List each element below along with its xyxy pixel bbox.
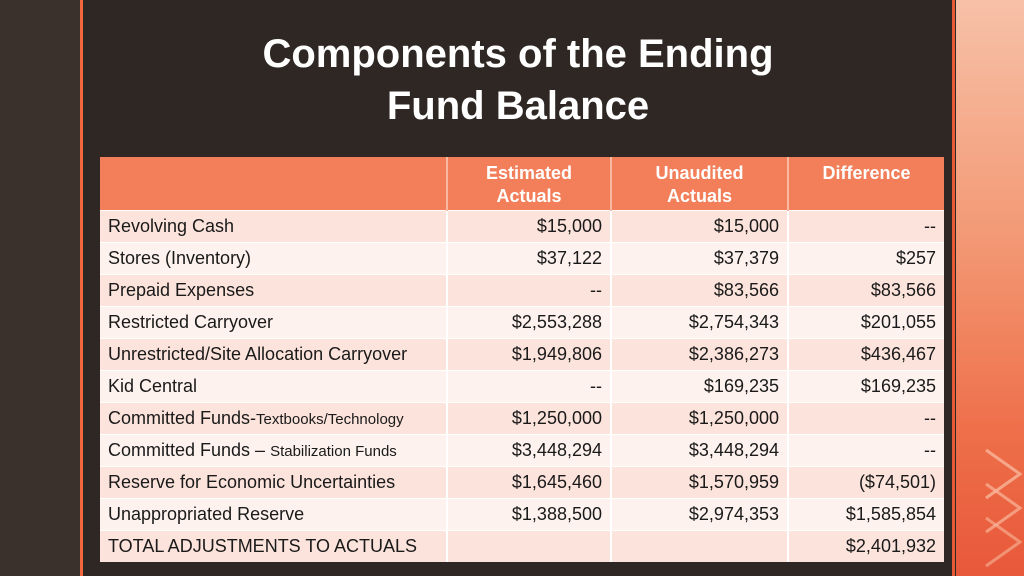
table-row: Committed Funds-Textbooks/Technology $1,2… — [100, 402, 944, 435]
cell-difference: -- — [788, 434, 944, 467]
cell-difference: $2,401,932 — [788, 530, 944, 562]
table-row: Committed Funds – Stabilization Funds $3,… — [100, 434, 944, 467]
cell-unaudited: $2,386,273 — [611, 338, 789, 371]
cell-estimated: -- — [447, 274, 612, 307]
cell-difference: $257 — [788, 242, 944, 275]
row-label-sub: Stabilization Funds — [270, 443, 397, 460]
cell-estimated: $1,388,500 — [447, 498, 612, 531]
cell-estimated: $15,000 — [447, 210, 612, 243]
cell-difference: $1,585,854 — [788, 498, 944, 531]
cell-difference: $201,055 — [788, 306, 944, 339]
cell-estimated: $1,949,806 — [447, 338, 612, 371]
table-row: Kid Central -- $169,235 $169,235 — [100, 370, 944, 403]
fund-balance-table: Estimated Actuals Unaudited Actuals Diff… — [100, 157, 944, 562]
row-label: Committed Funds-Textbooks/Technology — [100, 402, 448, 435]
cell-estimated: $37,122 — [447, 242, 612, 275]
cell-unaudited: $15,000 — [611, 210, 789, 243]
row-label-sub: Textbooks/Technology — [256, 411, 404, 428]
cell-estimated — [447, 530, 612, 562]
cell-unaudited: $1,570,959 — [611, 466, 789, 499]
chevron-decor-icon — [985, 448, 1023, 568]
cell-estimated: -- — [447, 370, 612, 403]
right-accent-line — [952, 0, 955, 576]
table-row: Prepaid Expenses -- $83,566 $83,566 — [100, 274, 944, 307]
left-decor-band — [0, 0, 80, 576]
slide-title-line2: Fund Balance — [386, 84, 650, 128]
table-row: Revolving Cash $15,000 $15,000 -- — [100, 210, 944, 243]
cell-estimated: $1,645,460 — [447, 466, 612, 499]
cell-difference: -- — [788, 402, 944, 435]
cell-unaudited: $2,974,353 — [611, 498, 789, 531]
cell-difference: $436,467 — [788, 338, 944, 371]
header-estimated-actuals: Estimated Actuals — [447, 157, 612, 211]
row-label: Stores (Inventory) — [100, 242, 448, 275]
table-row: Unrestricted/Site Allocation Carryover $1… — [100, 338, 944, 371]
row-label-main: Committed Funds – — [108, 440, 271, 460]
row-label: Prepaid Expenses — [100, 274, 448, 307]
cell-unaudited — [611, 530, 789, 562]
table-row: Unappropriated Reserve $1,388,500 $2,974,3… — [100, 498, 944, 531]
left-accent-line — [80, 0, 83, 576]
cell-unaudited: $2,754,343 — [611, 306, 789, 339]
cell-estimated: $2,553,288 — [447, 306, 612, 339]
table-row: Reserve for Economic Uncertainties $1,645… — [100, 466, 944, 499]
row-label: TOTAL ADJUSTMENTS TO ACTUALS — [100, 530, 448, 562]
cell-estimated: $3,448,294 — [447, 434, 612, 467]
row-label: Committed Funds – Stabilization Funds — [100, 434, 448, 467]
row-label-main: Committed Funds- — [108, 408, 257, 428]
cell-unaudited: $169,235 — [611, 370, 789, 403]
row-label: Restricted Carryover — [100, 306, 448, 339]
row-label: Revolving Cash — [100, 210, 448, 243]
row-label: Reserve for Economic Uncertainties — [100, 466, 448, 499]
cell-difference: $169,235 — [788, 370, 944, 403]
slide-title-line1: Components of the Ending — [262, 32, 774, 76]
cell-unaudited: $83,566 — [611, 274, 789, 307]
cell-unaudited: $37,379 — [611, 242, 789, 275]
row-label: Kid Central — [100, 370, 448, 403]
row-label: Unrestricted/Site Allocation Carryover — [100, 338, 448, 371]
cell-difference: -- — [788, 210, 944, 243]
header-difference: Difference — [788, 157, 944, 211]
cell-estimated: $1,250,000 — [447, 402, 612, 435]
header-unaudited-actuals: Unaudited Actuals — [611, 157, 789, 211]
cell-unaudited: $3,448,294 — [611, 434, 789, 467]
table-row: Stores (Inventory) $37,122 $37,379 $257 — [100, 242, 944, 275]
table-row: Restricted Carryover $2,553,288 $2,754,343… — [100, 306, 944, 339]
table-row: TOTAL ADJUSTMENTS TO ACTUALS $2,401,932 — [100, 530, 944, 562]
table-header-row: Estimated Actuals Unaudited Actuals Diff… — [100, 157, 944, 211]
cell-difference: $83,566 — [788, 274, 944, 307]
header-item — [100, 157, 448, 211]
cell-difference: ($74,501) — [788, 466, 944, 499]
slide-title: Components of the Ending Fund Balance — [120, 28, 916, 132]
row-label: Unappropriated Reserve — [100, 498, 448, 531]
cell-unaudited: $1,250,000 — [611, 402, 789, 435]
